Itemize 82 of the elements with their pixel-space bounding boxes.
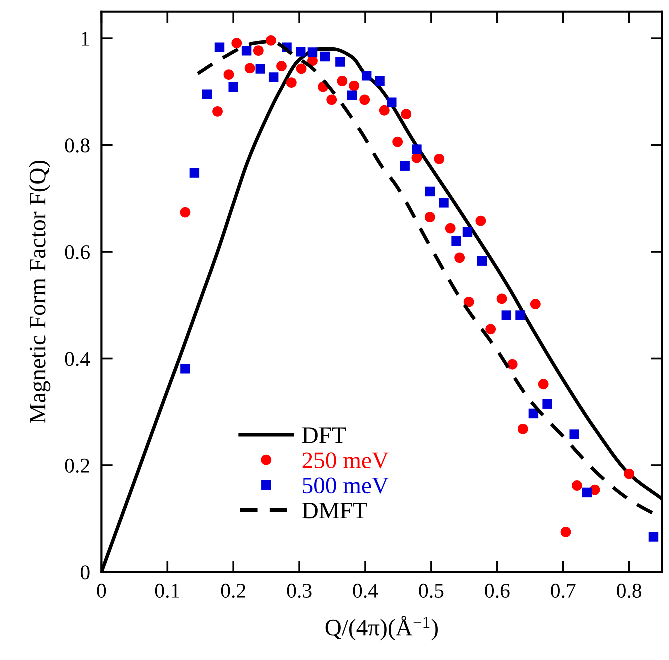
y-axis-title: Magnetic Form Factor F(Q) — [29, 160, 51, 424]
point — [570, 430, 580, 440]
point — [268, 72, 279, 82]
point — [347, 90, 358, 101]
point — [582, 488, 592, 498]
point — [496, 294, 508, 304]
point — [452, 236, 462, 246]
point — [337, 76, 348, 86]
point — [462, 227, 473, 238]
x-tick-label: 0.3 — [287, 584, 312, 598]
point — [542, 399, 552, 409]
point — [286, 78, 297, 88]
x-tick-label: 0.6 — [485, 584, 510, 598]
x-tick-label: 0.1 — [155, 584, 180, 598]
y-tick-label: 1 — [82, 32, 90, 46]
point — [232, 38, 242, 49]
point — [518, 424, 528, 434]
point — [276, 61, 287, 72]
point — [425, 186, 436, 197]
point — [434, 154, 445, 164]
point — [445, 223, 456, 234]
point — [228, 82, 238, 92]
point — [477, 256, 488, 266]
point — [516, 310, 526, 320]
point — [180, 364, 190, 374]
point — [190, 168, 200, 178]
x-tick-label: 0.5 — [419, 584, 444, 598]
point — [362, 71, 372, 81]
point — [308, 48, 318, 58]
point — [530, 299, 541, 310]
x-tick-label: 0.2 — [221, 584, 246, 598]
point — [202, 90, 212, 100]
point — [224, 70, 234, 80]
point — [400, 161, 410, 171]
point — [572, 480, 582, 491]
y-tick-label: 0 — [80, 566, 90, 580]
point — [486, 324, 496, 335]
x-axis-title: Q/(4π)(Å$^{−1}$) — [326, 616, 438, 641]
point — [375, 76, 385, 86]
legend-label: 250 meV — [302, 452, 389, 469]
point — [507, 359, 518, 370]
y-tick-label: 0.6 — [65, 245, 90, 260]
point — [349, 80, 360, 92]
x-tick-label: 0 — [97, 584, 106, 598]
point — [266, 35, 276, 46]
point — [387, 98, 397, 108]
point — [538, 379, 549, 390]
point — [180, 207, 191, 218]
point — [560, 526, 572, 538]
y-tick-label: 0.2 — [65, 458, 90, 474]
point — [242, 46, 252, 56]
x-tick-label: 0.8 — [617, 584, 642, 598]
point — [392, 136, 404, 148]
point — [401, 109, 412, 120]
point — [212, 106, 223, 117]
point — [320, 52, 330, 62]
y-tick-label: 0.8 — [65, 138, 90, 153]
point — [296, 64, 307, 74]
point — [336, 57, 346, 67]
point — [360, 94, 370, 106]
point — [256, 64, 266, 74]
legend-label: 500 meV — [303, 478, 389, 494]
point — [476, 216, 486, 226]
point — [464, 296, 474, 308]
point — [424, 212, 436, 223]
x-tick-label: 0.4 — [353, 584, 378, 598]
point — [379, 105, 390, 116]
point — [502, 310, 512, 320]
point — [624, 468, 635, 480]
x-tick-label: 0.7 — [551, 584, 576, 598]
point — [296, 47, 306, 57]
point — [454, 252, 466, 264]
point — [326, 94, 338, 106]
point — [412, 144, 422, 154]
point — [648, 532, 659, 542]
y-tick-label: 0.4 — [65, 352, 90, 366]
point — [439, 198, 449, 208]
point — [244, 63, 256, 74]
legend-label: DFT — [302, 428, 346, 444]
point — [214, 42, 225, 52]
point — [253, 46, 264, 56]
legend-label: DMFT — [302, 503, 368, 519]
